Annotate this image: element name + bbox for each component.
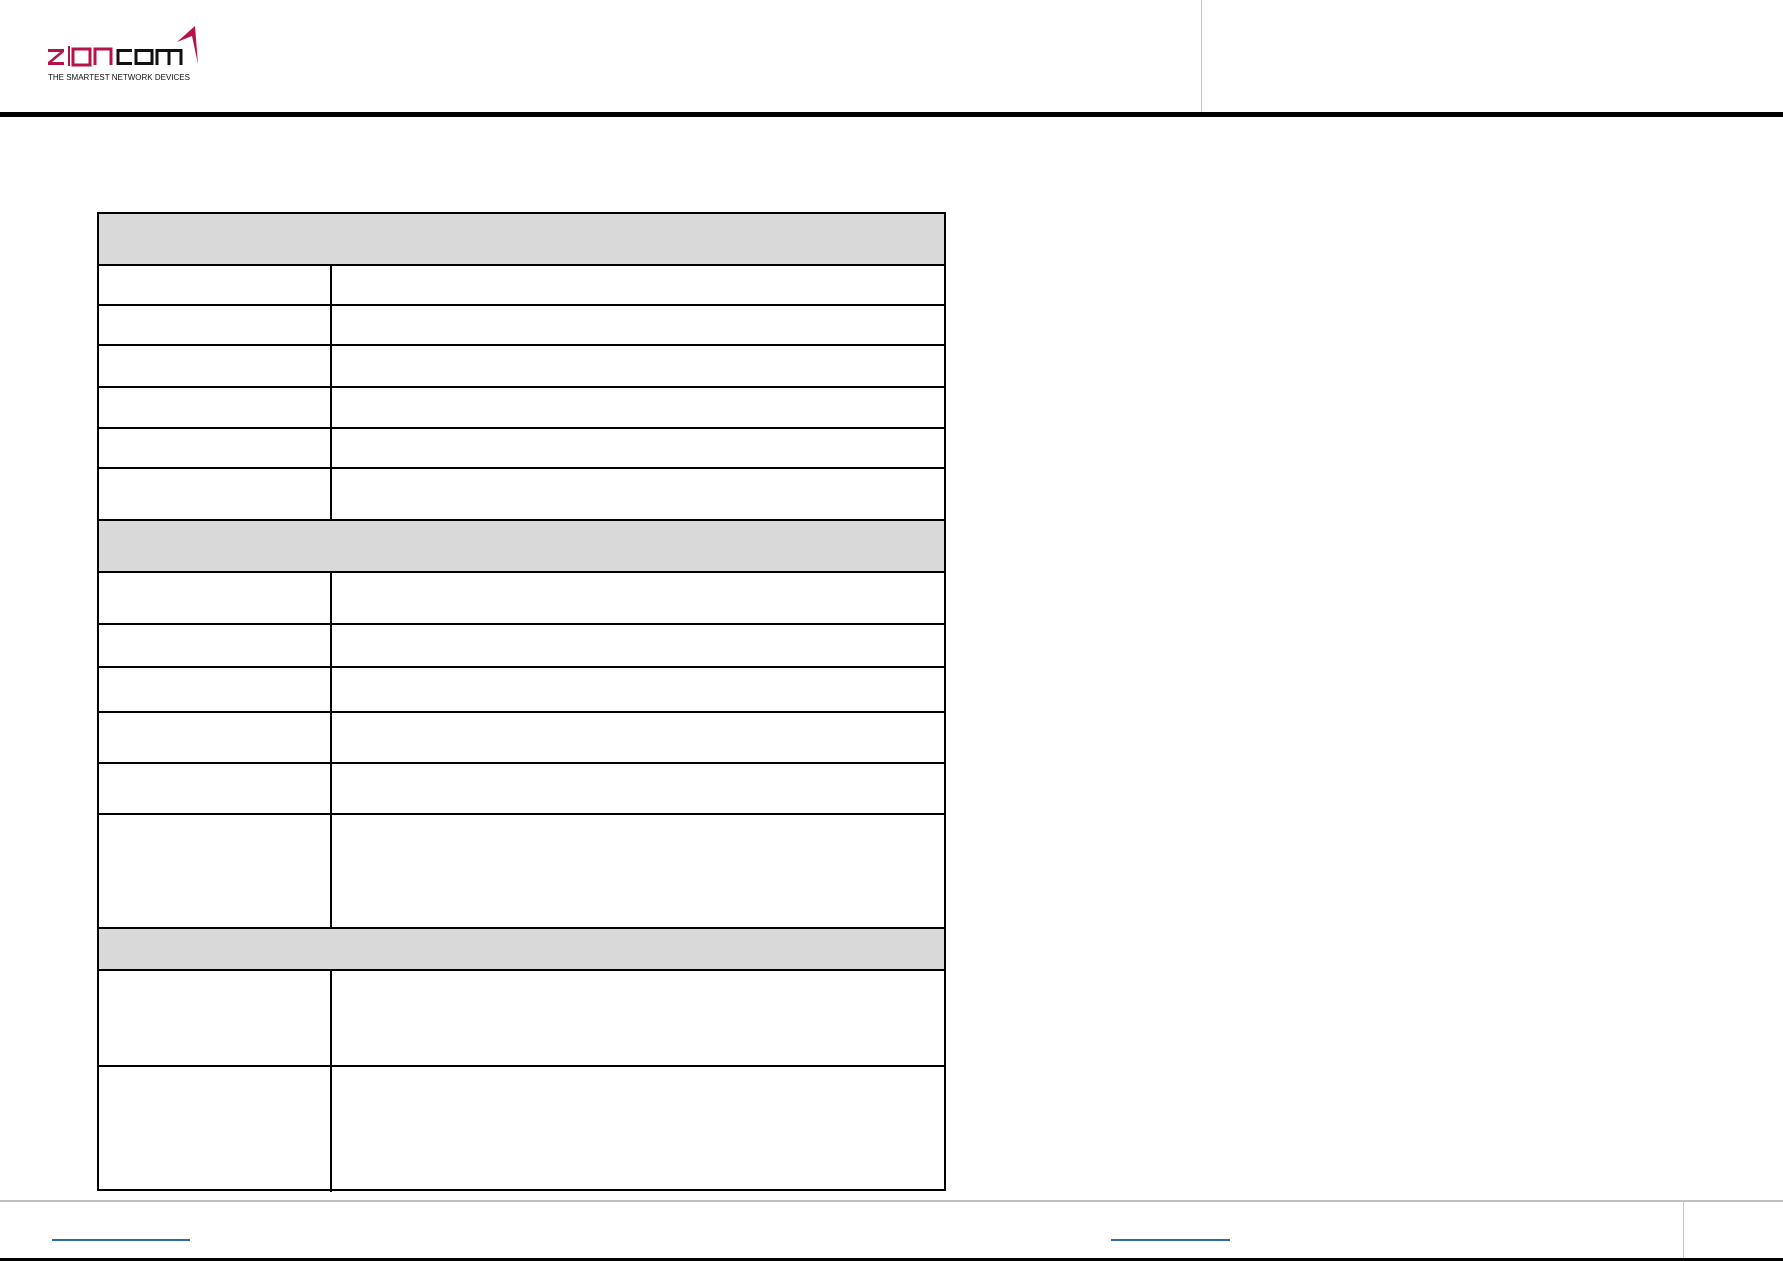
bottom-rule <box>0 1258 1783 1261</box>
table-row <box>99 971 944 1067</box>
row-label-cell <box>99 668 332 711</box>
row-label-cell <box>99 306 332 344</box>
table-row <box>99 764 944 815</box>
row-value-cell <box>332 469 944 519</box>
table-row <box>99 388 944 429</box>
row-value-cell <box>332 668 944 711</box>
row-value-cell <box>332 971 944 1065</box>
row-label-cell <box>99 625 332 666</box>
table-row <box>99 668 944 713</box>
table-row <box>99 306 944 346</box>
row-label-cell <box>99 1067 332 1192</box>
row-value-cell <box>332 266 944 304</box>
row-value-cell <box>332 815 944 927</box>
row-label-cell <box>99 815 332 927</box>
row-value-cell <box>332 429 944 467</box>
table-row <box>99 625 944 668</box>
row-value-cell <box>332 306 944 344</box>
zioncom-logo: THE SMARTEST NETWORK DEVICES <box>46 26 226 86</box>
row-value-cell <box>332 764 944 813</box>
row-label-cell <box>99 713 332 762</box>
logo-tagline: THE SMARTEST NETWORK DEVICES <box>48 73 190 82</box>
row-label-cell <box>99 266 332 304</box>
spec-table <box>97 212 946 1192</box>
row-value-cell <box>332 713 944 762</box>
footer-link-left[interactable] <box>52 1239 190 1241</box>
footer-divider <box>1683 1202 1684 1258</box>
row-label-cell <box>99 346 332 386</box>
table-row <box>99 469 944 521</box>
row-label-cell <box>99 469 332 519</box>
section-heading-row <box>99 214 944 266</box>
row-value-cell <box>332 388 944 427</box>
table-row <box>99 1067 944 1192</box>
header-rule <box>0 112 1783 117</box>
row-label-cell <box>99 764 332 813</box>
header-divider <box>1201 0 1202 112</box>
row-label-cell <box>99 971 332 1065</box>
table-row <box>99 266 944 306</box>
table-row <box>99 815 944 929</box>
section-heading-row <box>99 929 944 971</box>
row-value-cell <box>332 346 944 386</box>
table-row <box>99 713 944 764</box>
row-value-cell <box>332 625 944 666</box>
logo-graphic: THE SMARTEST NETWORK DEVICES <box>48 26 198 82</box>
footer-link-right[interactable] <box>1111 1239 1230 1241</box>
footer-rule <box>0 1200 1783 1202</box>
table-row <box>99 429 944 469</box>
row-label-cell <box>99 429 332 467</box>
row-label-cell <box>99 388 332 427</box>
table-row <box>99 573 944 625</box>
section-heading-row <box>99 521 944 573</box>
row-value-cell <box>332 573 944 623</box>
row-value-cell <box>332 1067 944 1192</box>
table-row <box>99 346 944 388</box>
row-label-cell <box>99 573 332 623</box>
